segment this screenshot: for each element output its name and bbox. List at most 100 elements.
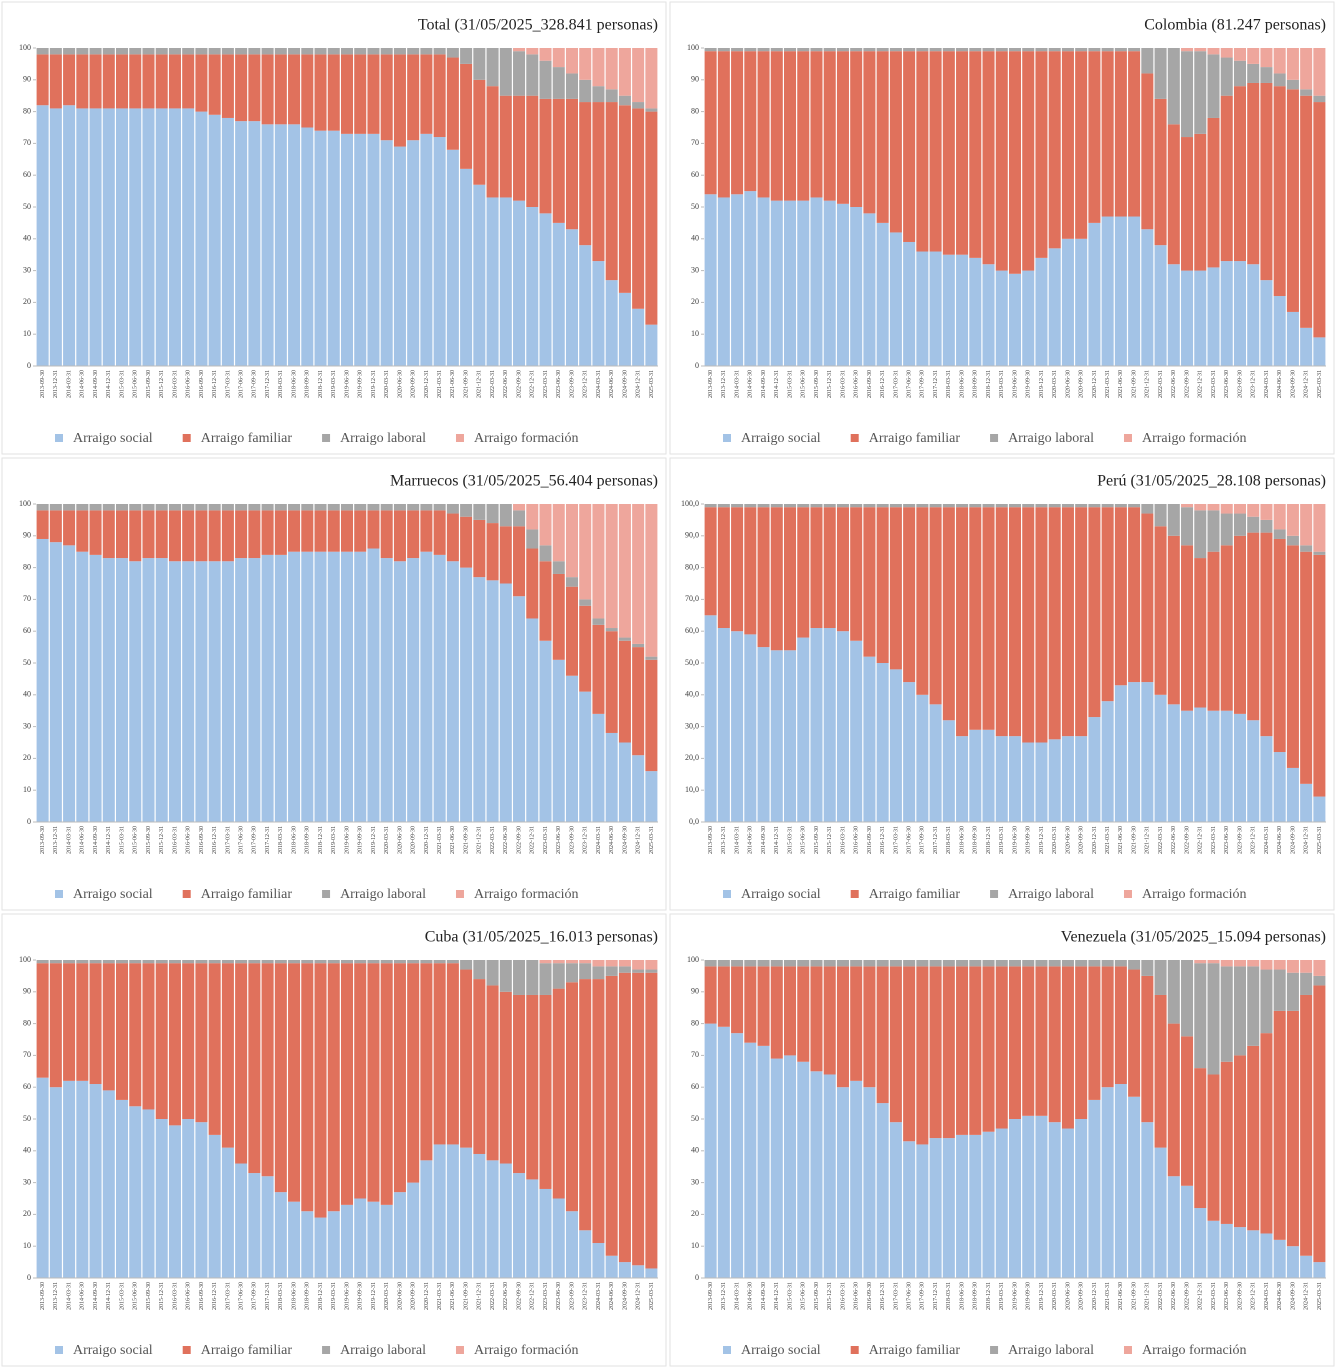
bar-segment — [433, 960, 446, 964]
x-tick-label: 2021-09-30 — [1131, 826, 1137, 854]
x-tick-label: 2023-03-31 — [1211, 1282, 1217, 1310]
legend-swatch — [55, 890, 63, 898]
bar-segment — [446, 48, 459, 58]
bar-segment — [982, 51, 995, 265]
bar-segment — [704, 960, 717, 967]
bar-segment — [1233, 535, 1246, 714]
bar-segment — [1300, 504, 1313, 546]
bar-segment — [605, 504, 618, 629]
x-tick-label: 2018-06-30 — [291, 1282, 297, 1310]
bar-segment — [1101, 48, 1114, 52]
bar-segment — [823, 628, 836, 822]
bar-segment — [1247, 63, 1260, 83]
bar-segment — [116, 558, 129, 822]
chart-panel: 0 10 20 30 40 50 60 70 80 90 100 2013-09-30 2013-12-… — [1, 457, 667, 911]
bar-segment — [486, 960, 499, 986]
bar-segment — [942, 720, 955, 822]
bar-segment — [784, 960, 797, 967]
bar-segment — [102, 960, 115, 964]
x-tick-label: 2022-12-31 — [1198, 370, 1204, 398]
bar-segment — [717, 504, 730, 508]
y-tick-label: 70,0 — [685, 594, 699, 603]
bar-segment — [208, 1134, 221, 1278]
bar-segment — [929, 507, 942, 705]
bar-segment — [784, 966, 797, 1056]
bar-segment — [314, 54, 327, 131]
bar-segment — [1233, 513, 1246, 536]
bar-segment — [1260, 280, 1273, 366]
bar-segment — [1220, 513, 1233, 546]
y-tick-label: 80,0 — [685, 562, 699, 571]
bar-segment — [513, 960, 526, 995]
y-tick-label: 40 — [23, 690, 31, 699]
bar-segment — [1114, 507, 1127, 686]
y-tick-label: 50 — [23, 1114, 31, 1123]
x-tick-label: 2018-06-30 — [959, 1282, 965, 1310]
bar-segment — [1061, 507, 1074, 737]
x-tick-label: 2024-12-31 — [636, 370, 642, 398]
bar-segment — [235, 963, 248, 1164]
bar-segment — [1300, 545, 1313, 552]
bar-segment — [605, 48, 618, 90]
bar-segment — [916, 960, 929, 967]
x-tick-label: 2019-03-31 — [999, 826, 1005, 854]
bar-segment — [1167, 124, 1180, 265]
bar-segment — [632, 504, 645, 644]
legend-swatch — [55, 1346, 63, 1354]
bar-segment — [327, 551, 340, 822]
bar-segment — [526, 54, 539, 96]
bar-segment — [1048, 1122, 1061, 1278]
bar-segment — [770, 966, 783, 1059]
bar-segment — [1207, 504, 1220, 511]
bar-segment — [314, 551, 327, 822]
bar-segment — [314, 510, 327, 552]
bar-segment — [221, 510, 234, 562]
bar-segment — [539, 1188, 552, 1278]
x-tick-label: 2020-09-30 — [1079, 1282, 1085, 1310]
y-tick-label: 30 — [23, 721, 31, 730]
bar-segment — [288, 124, 301, 366]
bar-segment — [407, 558, 420, 822]
bar-segment — [1207, 1220, 1220, 1278]
panel-border — [669, 913, 1335, 1367]
chart-panel: 0,0 10,0 20,0 30,0 40,0 50,0 60,0 70,0 80,0 90,0 1… — [669, 457, 1335, 911]
x-tick-label: 2020-06-30 — [1065, 826, 1071, 854]
bar-segment — [327, 54, 340, 131]
y-tick-label: 100 — [19, 499, 31, 508]
bar-segment — [301, 963, 314, 1212]
bar-segment — [797, 504, 810, 508]
x-tick-label: 2015-12-31 — [827, 1282, 833, 1310]
bar-segment — [969, 729, 982, 822]
bar-segment — [1075, 1119, 1088, 1278]
x-tick-label: 2020-03-31 — [1052, 826, 1058, 854]
bar-segment — [744, 507, 757, 635]
bar-segment — [1008, 966, 1022, 1119]
bar-segment — [632, 108, 645, 309]
bar-segment — [513, 504, 526, 511]
bar-segment — [102, 1090, 115, 1278]
x-tick-label: 2016-12-31 — [212, 370, 218, 398]
bar-segment — [248, 558, 261, 822]
bar-segment — [473, 960, 486, 980]
x-tick-label: 2019-03-31 — [331, 1282, 337, 1310]
bar-segment — [1220, 966, 1233, 1062]
bar-segment — [314, 504, 327, 511]
y-tick-label: 90 — [23, 987, 31, 996]
bar-segment — [155, 960, 168, 964]
bar-segment — [1114, 48, 1127, 52]
bar-segment — [810, 628, 823, 822]
bar-segment — [1035, 960, 1048, 967]
bar-segment — [1194, 51, 1207, 134]
x-tick-label: 2017-06-30 — [239, 370, 245, 398]
bar-segment — [632, 643, 645, 648]
bar-segment — [168, 510, 181, 562]
bar-segment — [433, 510, 446, 555]
bar-segment — [261, 963, 274, 1177]
bar-segment — [1114, 504, 1127, 508]
bar-segment — [1035, 51, 1048, 258]
bar-segment — [1233, 1227, 1246, 1278]
bar-segment — [76, 960, 89, 964]
bar-segment — [1194, 48, 1207, 52]
bar-segment — [1088, 222, 1101, 366]
bar-segment — [784, 200, 797, 366]
